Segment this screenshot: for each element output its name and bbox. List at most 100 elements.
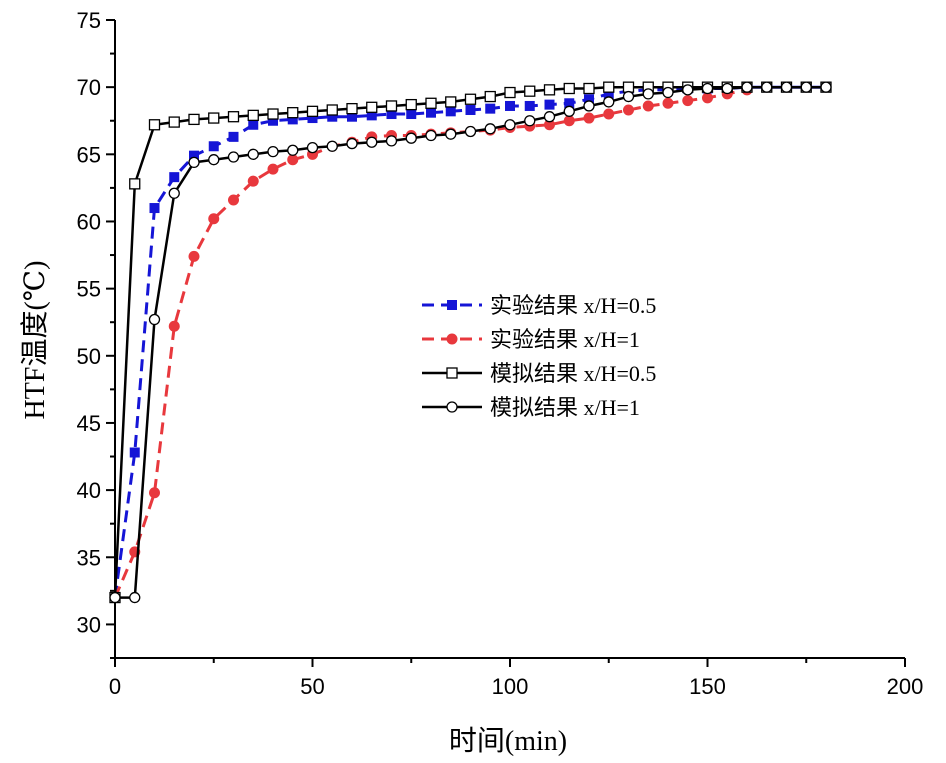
data-point — [445, 96, 457, 108]
data-point — [524, 100, 535, 111]
data-point — [267, 163, 279, 175]
data-point — [129, 447, 140, 458]
data-point — [800, 81, 812, 93]
data-point — [447, 300, 457, 310]
data-point — [544, 119, 555, 131]
data-point — [623, 104, 634, 116]
data-point — [780, 81, 793, 93]
data-point — [306, 141, 319, 154]
data-point — [188, 250, 200, 262]
y-tick-label: 60 — [77, 209, 101, 234]
series-line — [113, 85, 826, 598]
data-point — [247, 148, 259, 160]
y-tick-label: 30 — [77, 612, 101, 637]
data-point — [425, 129, 437, 142]
data-point — [464, 93, 477, 105]
data-point — [524, 85, 536, 97]
data-point — [405, 132, 417, 144]
data-point — [267, 145, 279, 158]
data-point — [287, 154, 299, 166]
data-point — [366, 110, 377, 121]
data-point — [347, 111, 357, 122]
data-point — [820, 81, 832, 93]
x-tick-label: 50 — [300, 674, 324, 699]
data-point — [148, 119, 161, 131]
data-point — [366, 136, 378, 148]
data-point — [563, 115, 575, 127]
data-point — [505, 100, 515, 111]
legend-item: 模拟结果 x/H=0.5 — [422, 361, 656, 386]
data-point — [603, 81, 615, 93]
data-point — [326, 140, 338, 152]
legend-item: 实验结果 x/H=0.5 — [422, 293, 656, 318]
data-point — [248, 119, 259, 130]
data-point — [583, 100, 595, 112]
data-point — [524, 115, 536, 127]
data-point — [543, 84, 556, 96]
data-point — [603, 108, 615, 120]
data-point — [642, 88, 654, 100]
data-point — [208, 213, 220, 225]
data-point — [642, 100, 654, 112]
data-point — [188, 113, 200, 126]
data-point — [584, 94, 594, 105]
data-point — [129, 178, 141, 190]
y-tick-label: 50 — [77, 344, 101, 369]
x-tick-label: 0 — [109, 674, 121, 699]
x-tick-label: 200 — [887, 674, 924, 699]
x-axis-title: 时间(min) — [449, 725, 567, 757]
data-point — [346, 137, 358, 150]
data-point — [306, 105, 319, 117]
data-point — [307, 113, 318, 124]
data-point — [465, 104, 476, 115]
data-point — [446, 367, 458, 379]
data-point — [287, 107, 299, 119]
data-point — [761, 81, 773, 93]
data-point — [188, 156, 200, 169]
data-point — [148, 313, 161, 326]
data-point — [366, 101, 378, 113]
series-line — [115, 85, 826, 599]
y-tick-label: 70 — [77, 75, 101, 100]
data-point — [168, 187, 180, 199]
data-point — [287, 114, 298, 125]
data-point — [346, 102, 358, 115]
data-point — [327, 111, 338, 122]
data-point — [485, 103, 496, 114]
data-point — [446, 401, 458, 413]
data-point — [464, 125, 477, 138]
y-tick-label: 45 — [77, 411, 101, 436]
data-point — [208, 141, 219, 152]
data-point — [445, 106, 456, 117]
data-point — [247, 109, 259, 122]
data-point — [227, 151, 240, 163]
data-point — [405, 98, 417, 111]
data-point — [109, 591, 121, 604]
data-point — [603, 88, 614, 99]
data-point — [622, 90, 635, 103]
data-point — [445, 128, 457, 140]
data-point — [741, 81, 753, 93]
data-point — [168, 116, 180, 128]
data-point — [544, 99, 555, 110]
data-point — [228, 131, 239, 142]
data-point — [622, 81, 635, 93]
data-point — [385, 100, 398, 112]
legend-label: 模拟结果 x/H=0.5 — [490, 361, 656, 386]
series-line — [113, 88, 748, 599]
data-point — [267, 108, 279, 120]
data-point — [149, 487, 160, 499]
series-sim-1 — [109, 81, 832, 604]
data-point — [446, 333, 458, 345]
x-tick-label: 150 — [689, 674, 726, 699]
series-exp-1 — [109, 84, 753, 604]
data-point — [484, 123, 496, 135]
data-point — [702, 92, 713, 104]
data-point — [721, 82, 733, 95]
data-point — [682, 84, 694, 96]
data-point — [564, 98, 575, 109]
legend-item: 模拟结果 x/H=1 — [422, 395, 640, 420]
axes: 0 50 100 150 200 30 35 40 45 50 55 60 65 70 75 — [77, 8, 924, 699]
data-point — [208, 112, 220, 124]
